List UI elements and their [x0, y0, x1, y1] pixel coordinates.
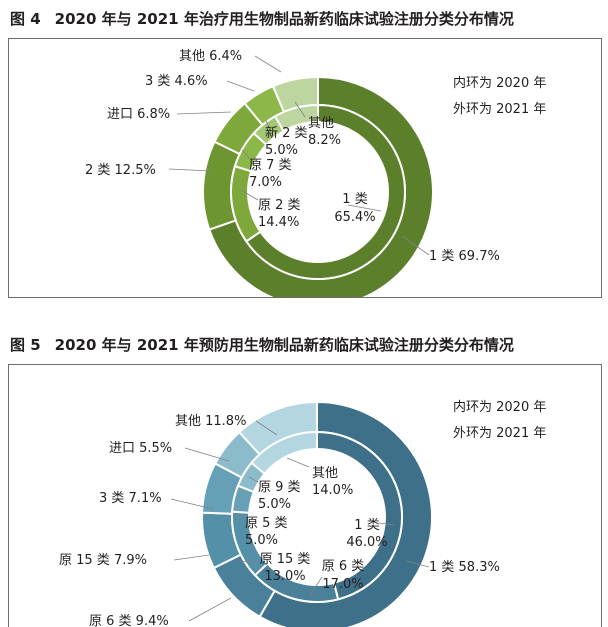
figure-5-outer-leader-line-3 — [170, 498, 214, 510]
figure-4-inner-leader-line-3 — [265, 119, 270, 129]
figure-5-outer-label-1: 原 6 类 9.4% — [89, 614, 169, 627]
legend-outer-ring: 外环为 2021 年 — [453, 426, 547, 441]
figure-4-inner-leader-line-0 — [347, 204, 382, 212]
figure-5-inner-label-1-line-0: 原 6 类 — [322, 559, 365, 574]
figure-4-title: 图 4 2020 年与 2021 年治疗用生物制品新药临床试验注册分类分布情况 — [10, 8, 514, 29]
figure-5-outer-label-2: 原 15 类 7.9% — [59, 553, 147, 568]
figure-5-inner-leader-line-5 — [286, 457, 310, 468]
figure-5-inner-label-3-line-1: 5.0% — [245, 533, 278, 548]
figure-5-inner-leader-line-0 — [378, 522, 396, 526]
figure-4-inner-label-3-line-0: 新 2 类 — [265, 125, 308, 141]
legend-outer-ring: 外环为 2021 年 — [453, 102, 547, 117]
figure-4-donut-chart: 1 类 69.7% 2 类 12.5% 进口 6.8% 3 类 4.6% 其他 6.4%… — [85, 49, 500, 297]
figure-4-outer-leader-line-0 — [401, 235, 430, 256]
figure-4-outer-label-1: 2 类 12.5% — [85, 163, 156, 178]
figure-5-outer-leader-line-0 — [405, 560, 430, 568]
figure-5-inner-leader-line-4 — [248, 476, 259, 483]
figure-5-title: 图 5 2020 年与 2021 年预防用生物制品新药临床试验注册分类分布情况 — [10, 334, 514, 355]
figure-5-inner-label-5-line-0: 其他 — [312, 466, 338, 481]
figure-5-inner-label-1-line-1: 17.0% — [322, 577, 363, 592]
figure-5-inner-leader-line-3 — [234, 514, 243, 518]
figure-5-inner-label-5-line-1: 14.0% — [312, 483, 353, 498]
figure-4-outer-leader-line-3 — [226, 80, 255, 92]
figure-5-inner-label-2-line-0: 原 15 类 — [260, 552, 311, 567]
figure-4-outer-leader-line-2 — [176, 111, 232, 115]
figure-4-outer-label-0: 1 类 69.7% — [429, 249, 500, 264]
figure-4-outer-label-4: 其他 6.4% — [179, 49, 242, 64]
figure-4-inner-leader-line-4 — [294, 101, 306, 118]
figure-4-outer-label-2: 进口 6.8% — [107, 107, 170, 122]
figure-5-outer-leader-line-4 — [184, 447, 230, 462]
figure-4-inner-label-1-line-1: 14.4% — [258, 215, 299, 230]
figure-4-inner-label-4-line-1: 8.2% — [308, 133, 341, 148]
figure-5: 图 5 2020 年与 2021 年预防用生物制品新药临床试验注册分类分布情况 1… — [0, 326, 608, 627]
figure-4-inner-label-0-line-1: 65.4% — [334, 210, 375, 225]
legend-inner-ring: 内环为 2020 年 — [453, 400, 547, 415]
figure-5-inner-label-4-line-1: 5.0% — [258, 497, 291, 512]
figure-5-inner-label-0-line-0: 1 类 — [354, 518, 379, 533]
figure-4-inner-ring-slice-4 — [273, 103, 319, 133]
figure-4-legend: 内环为 2020 年 外环为 2021 年 — [453, 71, 546, 123]
figure-5-outer-label-4: 进口 5.5% — [109, 441, 172, 456]
figure-5-outer-label-0: 1 类 58.3% — [429, 560, 500, 575]
figure-4-inner-leader-line-1 — [240, 189, 259, 201]
figure-5-outer-leader-line-2 — [173, 554, 210, 561]
figure-4-panel: 1 类 69.7% 2 类 12.5% 进口 6.8% 3 类 4.6% 其他 6.4%… — [8, 38, 602, 298]
figure-5-inner-label-3-line-0: 原 5 类 — [245, 516, 288, 531]
figure-4-outer-leader-line-4 — [254, 55, 282, 73]
figure-4-inner-label-2-line-0: 原 7 类 — [249, 158, 292, 173]
figure-4-inner-label-1-line-0: 原 2 类 — [258, 198, 301, 213]
figure-4-title-text: 2020 年与 2021 年治疗用生物制品新药临床试验注册分类分布情况 — [54, 10, 514, 28]
figure-5-outer-leader-line-5 — [255, 420, 278, 436]
figure-4-number: 图 4 — [10, 10, 41, 28]
figure-5-inner-leader-line-2 — [237, 560, 256, 563]
figure-5-inner-label-0-line-1: 46.0% — [346, 535, 387, 550]
figure-5-number: 图 5 — [10, 336, 41, 354]
figure-4-inner-label-0-line-0: 1 类 — [342, 192, 367, 207]
figure-4-outer-leader-line-1 — [168, 168, 213, 172]
figure-4-inner-label-2-line-1: 7.0% — [249, 175, 282, 190]
figure-5-donut-chart: 1 类 58.3% 原 6 类 9.4% 原 15 类 7.9% 3 类 7.1% 进口… — [59, 400, 500, 627]
figure-5-legend: 内环为 2020 年 外环为 2021 年 — [453, 395, 546, 447]
figure-4-inner-label-4-line-0: 其他 — [308, 116, 334, 131]
figure-5-inner-label-4-line-0: 原 9 类 — [258, 480, 301, 495]
figure-5-title-text: 2020 年与 2021 年预防用生物制品新药临床试验注册分类分布情况 — [54, 336, 514, 354]
figure-5-inner-leader-line-1 — [308, 576, 323, 598]
figure-5-outer-label-3: 3 类 7.1% — [99, 491, 162, 506]
figure-5-inner-ring-slice-5 — [250, 430, 318, 476]
figure-4-inner-label-3-line-1: 5.0% — [265, 143, 298, 158]
figure-4: 图 4 2020 年与 2021 年治疗用生物制品新药临床试验注册分类分布情况 1… — [0, 0, 608, 300]
figure-5-outer-leader-line-1 — [188, 597, 232, 622]
figure-4-outer-label-3: 3 类 4.6% — [145, 74, 208, 89]
figure-5-panel: 1 类 58.3% 原 6 类 9.4% 原 15 类 7.9% 3 类 7.1% 进口… — [8, 364, 602, 627]
figure-4-inner-leader-line-2 — [241, 149, 252, 161]
figure-5-outer-label-5: 其他 11.8% — [175, 414, 246, 429]
legend-inner-ring: 内环为 2020 年 — [453, 76, 547, 91]
figure-5-inner-label-2-line-1: 13.0% — [264, 569, 305, 584]
